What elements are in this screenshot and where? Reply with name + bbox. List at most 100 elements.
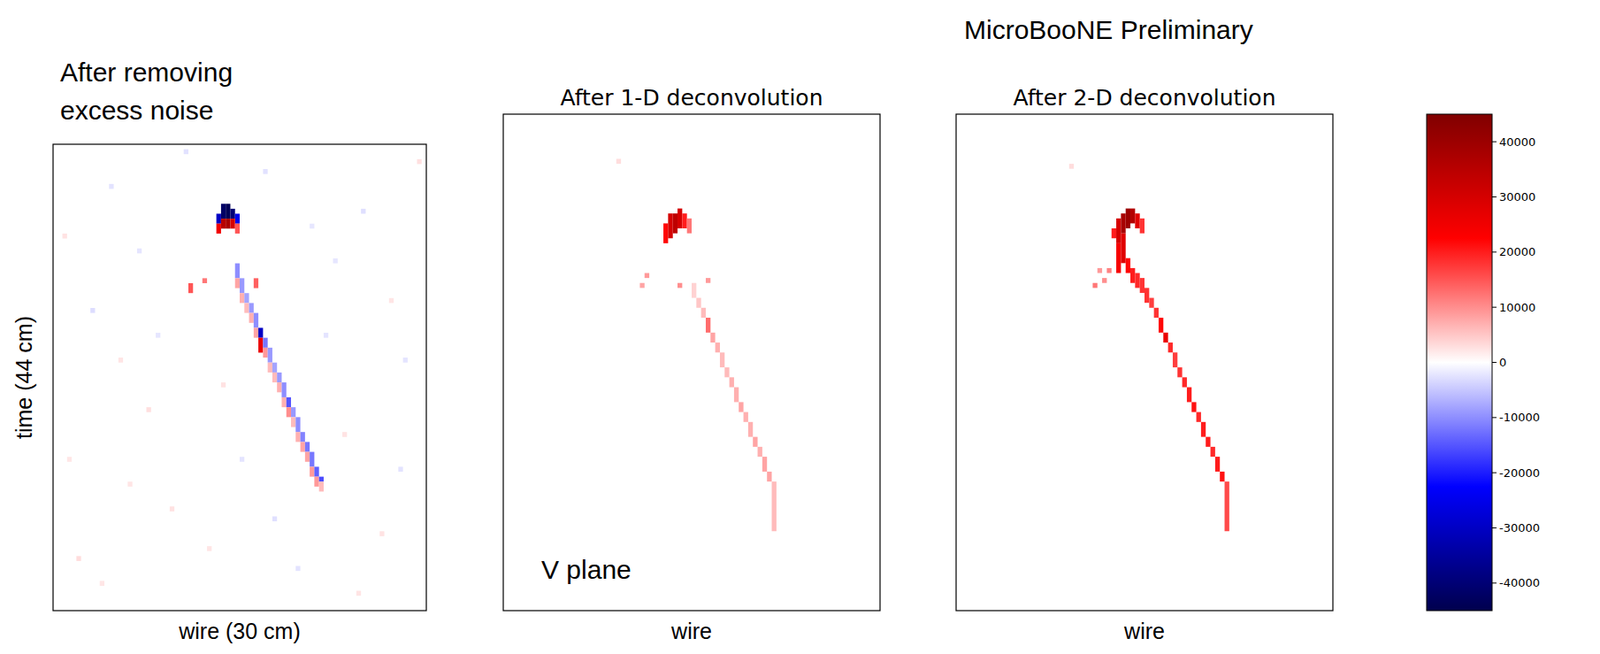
cell: [1219, 471, 1225, 482]
cell: [1201, 421, 1206, 437]
cell: [305, 441, 310, 452]
cell: [389, 298, 394, 304]
cell: [137, 248, 142, 254]
colorbar-tick-label: -10000: [1499, 410, 1540, 424]
cell: [267, 347, 273, 363]
cell: [309, 223, 314, 230]
plot-frame: [956, 114, 1333, 611]
cell: [356, 590, 361, 597]
cell: [253, 277, 259, 288]
cell: [1120, 233, 1126, 264]
cell: [1120, 213, 1126, 233]
cell: [738, 401, 743, 412]
cell: [677, 208, 682, 229]
cell: [752, 436, 758, 447]
cell: [1182, 376, 1187, 387]
cells-heatmap: [62, 149, 422, 597]
x-axis-title: wire (30 cm): [177, 618, 301, 644]
cell: [1069, 163, 1074, 169]
cell: [262, 347, 268, 358]
cell: [705, 317, 711, 333]
cell: [188, 283, 193, 293]
cell: [1186, 387, 1192, 403]
cell: [734, 387, 739, 403]
cell: [127, 481, 132, 487]
panel-title: After 2-D deconvolution: [1012, 84, 1276, 111]
cell: [249, 313, 254, 323]
figure: MicroBooNE Preliminary After removingexce…: [0, 0, 1600, 654]
cell: [253, 313, 259, 329]
cell: [221, 382, 226, 388]
cell: [701, 307, 706, 318]
header: MicroBooNE Preliminary: [964, 15, 1254, 45]
cell: [258, 327, 263, 337]
title-line: excess noise: [60, 95, 214, 125]
cell: [206, 545, 212, 552]
panel-title: After removingexcess noise: [60, 57, 233, 126]
cell: [319, 481, 324, 491]
colorbar-tick: [1492, 361, 1497, 363]
cell: [90, 307, 95, 314]
cell: [1154, 307, 1159, 318]
cell: [295, 431, 300, 442]
cell: [225, 218, 230, 229]
colorbar-tick: [1492, 306, 1497, 308]
plot-background: [503, 114, 881, 611]
cell: [244, 292, 249, 303]
cell: [1102, 277, 1107, 284]
x-axis-title: wire: [1123, 618, 1165, 644]
cell: [76, 555, 81, 561]
cell: [416, 159, 422, 165]
cell: [644, 273, 650, 279]
cell: [262, 337, 268, 348]
cell: [323, 332, 329, 338]
cell: [272, 362, 277, 373]
cell: [169, 505, 175, 512]
colorbar: [1426, 114, 1493, 611]
cell: [691, 283, 697, 299]
cell: [1215, 456, 1220, 472]
cell: [762, 456, 767, 472]
cell: [772, 481, 777, 531]
colorbar-tick-label: 10000: [1499, 300, 1536, 314]
cell: [1210, 446, 1216, 457]
cell: [1106, 267, 1111, 274]
cell: [295, 416, 300, 432]
colorbar-tick-label: 20000: [1499, 244, 1536, 259]
cell: [239, 456, 245, 462]
cell: [1111, 228, 1117, 238]
cell: [766, 471, 772, 482]
cell: [687, 218, 692, 234]
cell: [108, 183, 114, 190]
cell: [225, 203, 230, 219]
cell: [221, 218, 226, 229]
cells-heatmap: [616, 158, 777, 531]
cell: [1205, 436, 1210, 447]
cell: [673, 213, 678, 233]
cell: [235, 277, 240, 288]
cell: [1140, 218, 1145, 234]
y-axis-title: time (44 cm): [11, 315, 37, 439]
cell: [677, 283, 682, 289]
cell: [221, 203, 226, 219]
cell: [239, 292, 245, 303]
cell: [1168, 342, 1173, 353]
cell: [1148, 298, 1154, 308]
cell: [155, 332, 161, 338]
cell: [276, 372, 282, 383]
colorbar-tick: [1492, 416, 1497, 418]
colorbar-tick-label: -20000: [1499, 466, 1540, 480]
cell: [118, 357, 123, 363]
plot-frame: [503, 114, 881, 611]
cell: [253, 327, 259, 337]
colorbar-tick: [1492, 196, 1497, 198]
cell: [333, 258, 338, 264]
cell: [1097, 267, 1103, 274]
cell: [1224, 481, 1230, 531]
plot-background: [956, 114, 1333, 611]
cell: [183, 149, 189, 155]
cell: [272, 372, 277, 383]
cell: [616, 158, 621, 164]
colorbar-tick: [1492, 581, 1497, 583]
cell: [309, 466, 314, 476]
